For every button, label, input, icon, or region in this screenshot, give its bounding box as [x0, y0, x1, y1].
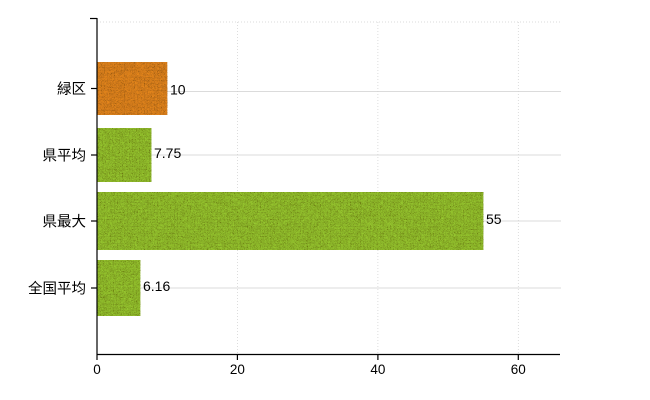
svg-text:県平均: 県平均 [43, 148, 87, 165]
svg-text:6.16: 6.16 [143, 278, 170, 294]
svg-text:0: 0 [93, 362, 101, 377]
svg-text:60: 60 [511, 362, 526, 377]
svg-text:55: 55 [486, 211, 502, 227]
svg-text:全国平均: 全国平均 [28, 280, 86, 298]
svg-text:県最大: 県最大 [43, 214, 87, 231]
svg-text:7.75: 7.75 [154, 145, 181, 161]
svg-text:40: 40 [370, 362, 385, 377]
svg-text:20: 20 [230, 362, 245, 377]
svg-text:10: 10 [170, 82, 186, 98]
svg-text:緑区: 緑区 [57, 81, 86, 98]
